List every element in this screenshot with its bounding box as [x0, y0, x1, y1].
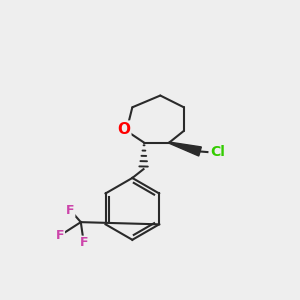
Text: F: F	[66, 204, 75, 217]
Polygon shape	[169, 142, 201, 156]
Text: F: F	[80, 236, 88, 249]
Text: Cl: Cl	[210, 145, 225, 159]
Text: F: F	[56, 229, 64, 242]
Text: O: O	[117, 122, 130, 137]
